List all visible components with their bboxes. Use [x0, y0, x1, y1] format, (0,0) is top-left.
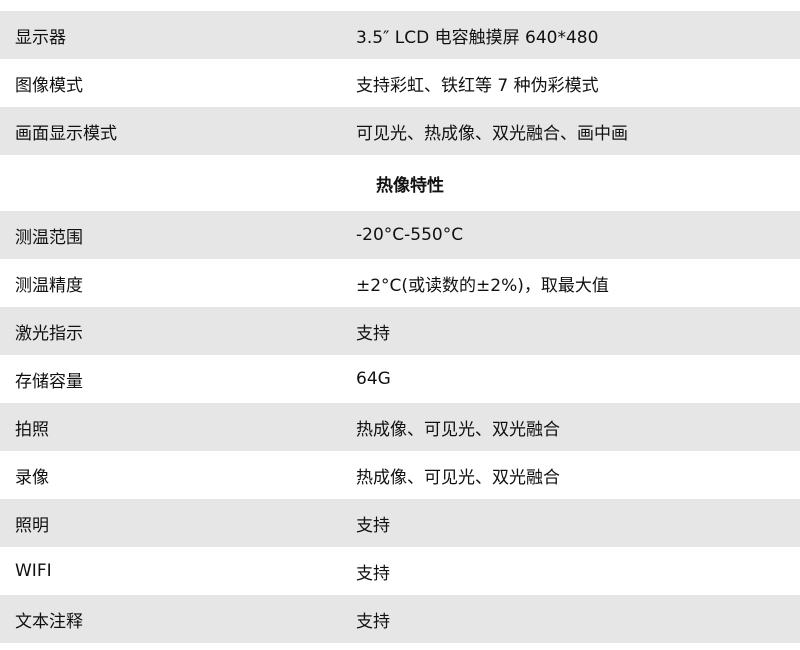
spec-value: 支持彩虹、铁红等 7 种伪彩模式	[356, 75, 599, 96]
spec-value: 支持	[356, 563, 390, 584]
spec-label: 拍照	[15, 419, 49, 440]
table-row: 测温范围 -20°C-550°C	[0, 211, 800, 259]
spec-label: 文本注释	[15, 611, 83, 632]
spec-value: 可见光、热成像、双光融合、画中画	[356, 123, 628, 144]
spec-table: 显示器 3.5″ LCD 电容触摸屏 640*480 图像模式 支持彩虹、铁红等 7…	[0, 11, 800, 643]
spec-label: WIFI	[15, 561, 52, 581]
spec-value: 热成像、可见光、双光融合	[356, 419, 560, 440]
table-row: 画面显示模式 可见光、热成像、双光融合、画中画	[0, 107, 800, 155]
spec-value: 3.5″ LCD 电容触摸屏 640*480	[356, 27, 599, 48]
spec-value: 支持	[356, 323, 390, 344]
spec-value: 支持	[356, 515, 390, 536]
spec-value: ±2°C(或读数的±2%)，取最大值	[356, 275, 609, 296]
table-row: 显示器 3.5″ LCD 电容触摸屏 640*480	[0, 11, 800, 59]
table-row: WIFI 支持	[0, 547, 800, 595]
spec-value: 64G	[356, 369, 391, 389]
table-row: 存储容量 64G	[0, 355, 800, 403]
table-row: 激光指示 支持	[0, 307, 800, 355]
spec-label: 测温范围	[15, 227, 83, 248]
spec-label: 画面显示模式	[15, 123, 117, 144]
section-title: 热像特性	[376, 175, 444, 196]
spec-value: 支持	[356, 611, 390, 632]
spec-value: -20°C-550°C	[356, 225, 464, 245]
spec-label: 图像模式	[15, 75, 83, 96]
table-row: 拍照 热成像、可见光、双光融合	[0, 403, 800, 451]
spec-label: 照明	[15, 515, 49, 536]
table-row: 照明 支持	[0, 499, 800, 547]
spec-label: 显示器	[15, 27, 66, 48]
spec-label: 测温精度	[15, 275, 83, 296]
table-row: 文本注释 支持	[0, 595, 800, 643]
spec-value: 热成像、可见光、双光融合	[356, 467, 560, 488]
spec-label: 存储容量	[15, 371, 83, 392]
table-row: 测温精度 ±2°C(或读数的±2%)，取最大值	[0, 259, 800, 307]
spec-label: 录像	[15, 467, 49, 488]
table-row: 图像模式 支持彩虹、铁红等 7 种伪彩模式	[0, 59, 800, 107]
spec-label: 激光指示	[15, 323, 83, 344]
table-row: 录像 热成像、可见光、双光融合	[0, 451, 800, 499]
